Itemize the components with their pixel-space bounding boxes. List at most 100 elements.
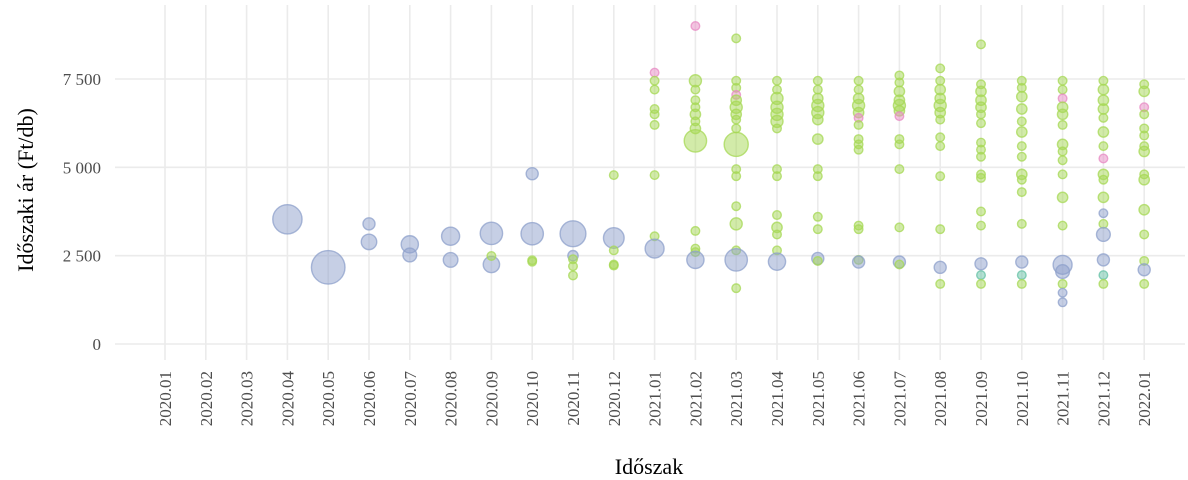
data-point <box>723 131 749 158</box>
data-point <box>894 139 905 150</box>
data-point <box>608 245 619 256</box>
data-point <box>608 260 619 271</box>
data-point <box>853 75 864 86</box>
x-tick-label: 2021.03 <box>727 371 746 426</box>
data-point <box>731 114 742 125</box>
data-point <box>1137 263 1151 277</box>
data-point <box>1138 203 1151 216</box>
data-point <box>362 217 376 231</box>
data-point <box>1097 103 1110 115</box>
data-point <box>602 226 625 250</box>
x-tick-label: 2020.06 <box>360 371 379 426</box>
data-point <box>608 170 619 181</box>
data-point <box>402 247 418 263</box>
data-point <box>935 141 946 152</box>
data-point <box>649 67 660 78</box>
data-point <box>976 270 987 281</box>
x-tick-label: 2021.07 <box>890 371 909 427</box>
x-tick-label: 2021.02 <box>686 371 705 426</box>
data-point <box>976 220 987 231</box>
data-point <box>1057 119 1068 130</box>
data-point <box>812 171 823 182</box>
data-point <box>1016 278 1027 289</box>
data-point <box>1056 108 1069 121</box>
data-point <box>1138 85 1151 98</box>
data-point <box>935 278 946 289</box>
data-point <box>812 75 823 86</box>
data-point <box>649 119 660 130</box>
data-point <box>568 270 579 281</box>
data-point <box>974 257 988 271</box>
data-point <box>853 119 864 130</box>
x-tick-label: 2020.02 <box>197 371 216 426</box>
data-point <box>1097 83 1110 96</box>
data-point <box>811 133 824 145</box>
data-point <box>1097 191 1110 204</box>
data-point <box>1016 116 1027 127</box>
data-point <box>1097 126 1110 138</box>
data-point <box>976 206 987 217</box>
data-point <box>1139 130 1150 141</box>
data-point <box>440 226 461 246</box>
data-point <box>1057 146 1068 157</box>
data-point <box>1015 126 1028 138</box>
data-point <box>935 114 946 125</box>
y-axis-title: Időszaki ár (Ft/db) <box>13 108 38 272</box>
data-point <box>1057 287 1068 298</box>
data-point <box>1098 208 1109 219</box>
data-point <box>1057 84 1068 95</box>
data-point <box>851 255 866 269</box>
x-tick-label: 2020.10 <box>523 371 542 426</box>
data-point <box>1098 153 1109 164</box>
data-point <box>1016 218 1027 229</box>
data-point <box>772 229 783 240</box>
data-point <box>976 151 987 162</box>
data-point <box>1015 103 1028 115</box>
data-point <box>525 166 539 181</box>
x-tick-label: 2020.08 <box>442 371 461 426</box>
data-point <box>812 255 823 266</box>
data-point <box>1016 187 1027 198</box>
data-point <box>976 39 987 50</box>
y-tick-label: 5 000 <box>63 158 101 177</box>
data-point <box>1015 255 1029 269</box>
x-tick-label: 2021.08 <box>931 371 950 426</box>
x-tick-label: 2021.12 <box>1094 371 1113 426</box>
data-point <box>811 113 824 126</box>
data-point <box>1096 253 1111 267</box>
data-point <box>686 250 705 270</box>
data-point <box>772 171 783 182</box>
data-point <box>1057 297 1068 308</box>
data-point <box>772 210 783 221</box>
data-point <box>767 252 787 271</box>
data-point <box>772 123 783 134</box>
data-point <box>1016 270 1027 281</box>
data-point <box>1139 109 1150 120</box>
data-point <box>1098 112 1109 123</box>
x-tick-label: 2020.01 <box>156 371 175 426</box>
data-point <box>1057 155 1068 166</box>
data-point <box>1098 218 1109 229</box>
data-point <box>1139 278 1150 289</box>
data-point <box>1016 174 1027 185</box>
data-point <box>649 84 660 95</box>
data-point <box>894 259 905 270</box>
data-point <box>1139 229 1150 240</box>
data-point <box>1016 151 1027 162</box>
data-point <box>683 128 708 153</box>
data-point <box>935 171 946 182</box>
data-point <box>894 111 905 122</box>
x-axis-ticks: 2020.01 2020.02 2020.03 2020.04 2020.05 2020.… <box>156 371 1154 427</box>
data-point <box>1056 191 1069 204</box>
data-point <box>649 75 660 86</box>
data-point <box>360 233 378 251</box>
data-point <box>1015 90 1028 103</box>
x-tick-label: 2020.11 <box>564 371 583 426</box>
data-point <box>1016 141 1027 152</box>
data-point <box>812 224 823 235</box>
data-point <box>690 225 701 236</box>
data-point <box>1138 173 1151 186</box>
data-point <box>1098 270 1109 281</box>
data-point <box>442 251 459 268</box>
